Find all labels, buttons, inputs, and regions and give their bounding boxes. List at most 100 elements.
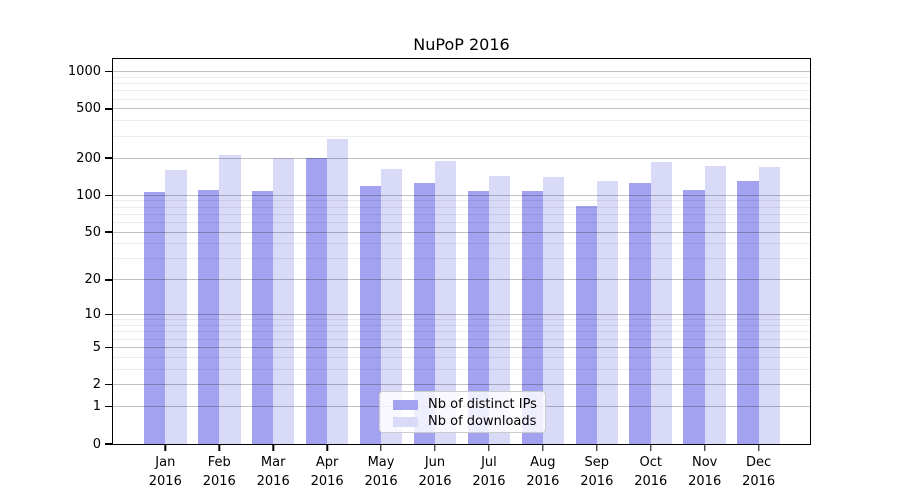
y-tick-mark [105,314,112,316]
month-group-oct: Oct 2016 [629,59,673,489]
x-tick-mark [596,445,598,451]
x-tick-year-label: 2016 [256,474,290,489]
bar-downloads-aug [542,176,565,444]
x-tick-month-label: May [367,455,395,470]
y-tick-label: 100 [76,187,101,203]
legend-label-downloads: Nb of downloads [428,413,537,429]
x-tick-year-label: 2016 [418,474,452,489]
bar-distinct-ips-jun [413,182,435,444]
x-tick-mark [542,445,544,451]
x-tick-year-label: 2016 [526,474,560,489]
bar-downloads-nov [704,165,726,444]
y-tick-mark [105,157,112,159]
bar-downloads-sep [596,181,619,444]
month-group-feb: Feb 2016 [197,59,241,489]
bar-distinct-ips-jul [467,191,489,444]
bar-distinct-ips-aug [521,191,543,444]
x-tick-mark [326,445,328,451]
legend-label-distinct-ips: Nb of distinct IPs [428,396,537,412]
bar-distinct-ips-feb [197,189,220,444]
x-tick-label-dec: Dec 2016 [742,453,775,491]
bar-distinct-ips-jan [144,192,166,444]
x-tick-label-nov: Nov 2016 [688,453,721,491]
y-tick-label: 1 [92,399,101,415]
x-tick-label-oct: Oct 2016 [634,453,667,491]
bar-distinct-ips-dec [737,181,759,444]
x-tick-mark [218,445,220,451]
y-tick-mark [105,194,112,196]
y-tick-label: 200 [76,150,101,166]
bar-downloads-jul [488,175,511,444]
x-tick-mark [164,445,166,451]
month-group-jul: Jul 2016 [467,59,511,489]
y-tick-label: 1000 [67,64,101,80]
plot-area: Jan 2016 Feb 2016 Mar 2016 Apr 2016 May 2016 Jun 20… [68,58,811,489]
x-tick-label-apr: Apr 2016 [311,453,344,491]
bar-downloads-apr [327,139,349,444]
month-group-sep: Sep 2016 [575,59,619,489]
bar-distinct-ips-nov [683,190,705,444]
bar-downloads-jan [165,170,187,444]
bar-distinct-ips-oct [629,182,651,444]
month-group-jun: Jun 2016 [413,59,457,489]
month-group-nov: Nov 2016 [683,59,726,489]
y-tick-label: 20 [84,272,101,288]
x-tick-label-aug: Aug 2016 [526,453,559,491]
y-tick-label: 500 [76,101,101,117]
y-tick-mark [105,346,112,349]
x-tick-label-mar: Mar 2016 [257,453,290,491]
y-tick-mark [105,108,112,110]
y-tick-mark [105,70,112,73]
x-tick-month-label: Jul [481,455,497,470]
bar-distinct-ips-apr [305,157,328,444]
month-group-may: May 2016 [359,59,403,489]
y-tick-label: 50 [84,224,101,240]
bar-distinct-ips-may [359,185,382,444]
x-tick-month-label: Sep [584,455,610,470]
x-tick-mark [272,445,274,451]
month-group-jan: Jan 2016 [144,59,187,489]
x-tick-month-label: Jun [424,455,446,470]
y-tick-label: 0 [92,436,101,452]
x-tick-year-label: 2016 [364,474,398,489]
x-tick-year-label: 2016 [688,474,722,489]
x-tick-year-label: 2016 [310,474,344,489]
y-tick-label: 10 [84,307,101,323]
x-tick-month-label: Nov [691,455,718,470]
x-tick-mark [488,445,490,451]
x-tick-month-label: Apr [315,455,339,470]
x-tick-mark [650,445,652,451]
x-tick-year-label: 2016 [202,474,236,489]
bar-downloads-dec [758,166,780,444]
month-group-dec: Dec 2016 [737,59,780,489]
x-tick-mark [434,445,436,451]
bar-downloads-mar [273,158,295,444]
legend: Nb of distinct IPs Nb of downloads [379,391,546,433]
month-group-aug: Aug 2016 [521,59,565,489]
chart-title: NuPoP 2016 [413,35,510,54]
y-tick-mark [105,384,112,386]
bar-distinct-ips-sep [575,205,597,444]
legend-swatch-distinct-ips [393,399,418,410]
bar-downloads-jun [434,160,457,444]
x-tick-month-label: Jan [155,455,176,470]
x-tick-month-label: Mar [260,455,286,470]
x-tick-month-label: Feb [207,455,231,470]
x-tick-label-sep: Sep 2016 [580,453,613,491]
month-group-apr: Apr 2016 [305,59,349,489]
x-tick-label-jun: Jun 2016 [418,453,451,491]
legend-item-distinct-ips: Nb of distinct IPs [393,396,545,413]
x-tick-year-label: 2016 [580,474,614,489]
x-tick-month-label: Dec [746,455,772,470]
x-tick-month-label: Oct [639,455,662,470]
x-tick-label-may: May 2016 [365,453,398,491]
bars-layer: Jan 2016 Feb 2016 Mar 2016 Apr 2016 May 2016 Jun 20… [113,59,810,489]
y-tick-mark [105,279,112,281]
bar-downloads-may [381,169,403,444]
x-tick-label-jan: Jan 2016 [149,453,182,491]
bar-downloads-oct [650,161,673,444]
legend-swatch-downloads [393,416,418,427]
x-tick-label-jul: Jul 2016 [472,453,505,491]
y-tick-mark [105,231,112,233]
